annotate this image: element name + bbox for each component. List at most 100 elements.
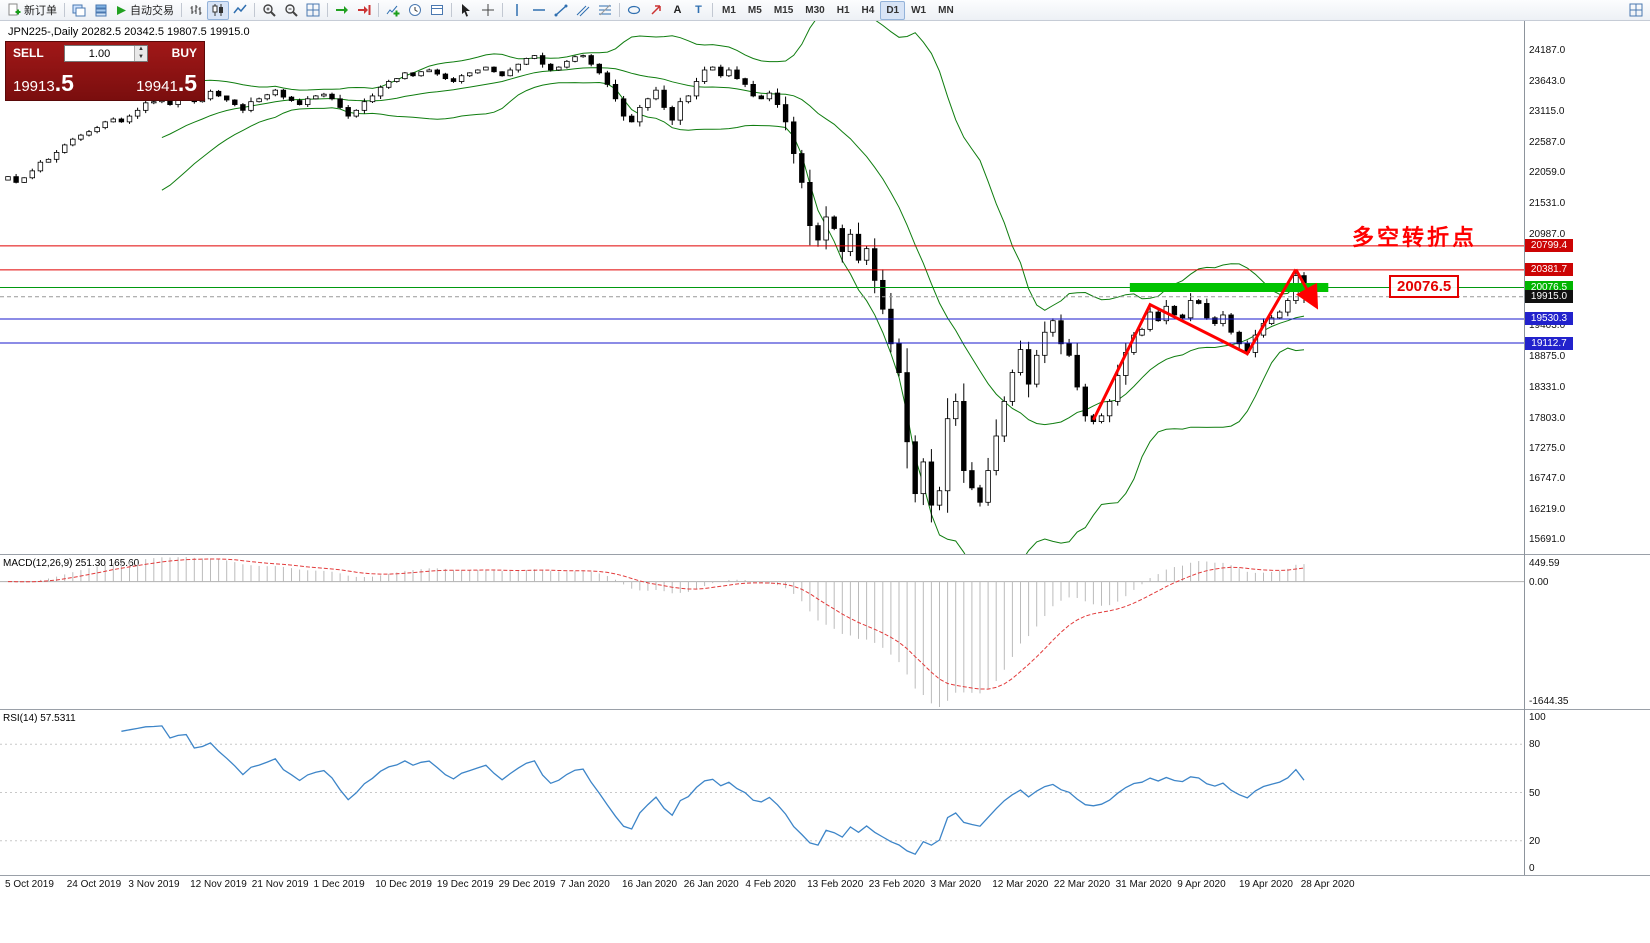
timeframe-m5[interactable]: M5 xyxy=(742,1,768,20)
auto-scroll-button[interactable] xyxy=(331,1,353,20)
date-label: 10 Dec 2019 xyxy=(375,879,432,890)
price-tick: 23115.0 xyxy=(1529,106,1565,118)
bar-chart-button[interactable] xyxy=(185,1,207,20)
pane-separator[interactable] xyxy=(0,709,1650,710)
crosshair-button[interactable] xyxy=(477,1,499,20)
price-badge-20381.7: 20381.7 xyxy=(1525,263,1573,277)
price-badge-19112.7: 19112.7 xyxy=(1525,336,1573,350)
macd-signal-line xyxy=(7,558,1305,690)
periods-button[interactable] xyxy=(404,1,426,20)
text-label-button[interactable]: T xyxy=(688,1,709,20)
rsi-axis-label: 80 xyxy=(1529,739,1541,751)
trend-icon xyxy=(554,3,568,17)
date-label: 9 Apr 2020 xyxy=(1177,879,1226,890)
toolbar-separator xyxy=(327,3,328,17)
volume-input[interactable]: 1.00 xyxy=(88,47,111,60)
macd-label: MACD(12,26,9) 251.30 165.60 xyxy=(3,558,140,569)
rsi-line xyxy=(121,725,1305,856)
toolbar-separator xyxy=(378,3,379,17)
timeframe-m1[interactable]: M1 xyxy=(716,1,742,20)
autoscroll-icon xyxy=(335,3,349,17)
trend-zigzag[interactable] xyxy=(1092,268,1298,421)
sell-button[interactable]: SELL 19913.5 xyxy=(6,42,105,102)
candlestick-chart-button[interactable] xyxy=(207,0,229,20)
macd-histogram xyxy=(15,557,1305,707)
toolbar-separator xyxy=(181,3,182,17)
text-button[interactable]: A xyxy=(667,1,688,20)
pane-separator xyxy=(0,875,1650,876)
volume-up-icon[interactable]: ▲ xyxy=(135,46,147,54)
one-click-trading-panel: SELL 19913.5 BUY 19941.5 1.00 ▲ ▼ xyxy=(5,41,205,101)
horizontal-line-button[interactable] xyxy=(528,1,550,20)
chart-shift-button[interactable] xyxy=(353,1,375,20)
new-order-button[interactable]: 新订单 xyxy=(3,1,61,20)
trend-arrow[interactable] xyxy=(1294,268,1319,310)
date-label: 28 Apr 2020 xyxy=(1300,879,1355,890)
buy-button-label: BUY xyxy=(171,46,197,60)
price-chart xyxy=(0,21,1524,554)
docking-button[interactable] xyxy=(1625,1,1647,20)
zoom-in-button[interactable] xyxy=(258,1,280,20)
macd-axis-label: -1644.35 xyxy=(1529,696,1569,707)
cursor-icon xyxy=(459,3,473,17)
turning-point-annotation[interactable]: 多空转折点 xyxy=(1352,225,1478,250)
date-label: 29 Dec 2019 xyxy=(498,879,556,890)
price-tick: 18331.0 xyxy=(1529,382,1566,394)
chart-area: JPN225-,Daily 20282.5 20342.5 19807.5 19… xyxy=(0,21,1650,943)
chart-ohlc-title: JPN225-,Daily 20282.5 20342.5 19807.5 19… xyxy=(8,26,250,38)
timeframe-w1[interactable]: W1 xyxy=(905,1,932,20)
key-level-zone[interactable] xyxy=(1129,282,1329,292)
channel-icon xyxy=(576,3,590,17)
fibonacci-button[interactable] xyxy=(594,1,616,20)
price-tick: 17803.0 xyxy=(1529,412,1566,424)
autotrading-button[interactable]: 自动交易 xyxy=(112,1,178,20)
vline-icon xyxy=(510,3,524,17)
toolbar: 新订单 自动交易 A T M1 M5 M15 M30 H1 H4 D1 W1 MN xyxy=(0,0,1650,21)
timeframe-m15[interactable]: M15 xyxy=(768,1,799,20)
price-badge-20799.4: 20799.4 xyxy=(1525,239,1573,253)
buy-button[interactable]: BUY 19941.5 xyxy=(105,42,204,102)
doc-plus-icon xyxy=(7,3,21,17)
shapes-button[interactable] xyxy=(623,1,645,20)
date-label: 1 Dec 2019 xyxy=(313,879,365,890)
zoom-out-icon xyxy=(284,3,298,17)
price-scale-divider xyxy=(1524,21,1525,875)
timeframe-m30[interactable]: M30 xyxy=(799,1,830,20)
timeframe-d1[interactable]: D1 xyxy=(880,0,906,20)
timeframe-h4[interactable]: H4 xyxy=(856,1,881,20)
vertical-line-button[interactable] xyxy=(506,1,528,20)
key-level-label[interactable]: 20076.5 xyxy=(1389,275,1460,298)
volume-control[interactable]: 1.00 ▲ ▼ xyxy=(64,45,148,62)
tile-icon xyxy=(1629,3,1643,17)
arrows-button[interactable] xyxy=(645,1,667,20)
price-tick: 22059.0 xyxy=(1529,167,1566,179)
tile-windows-button[interactable] xyxy=(302,1,324,20)
buy-price: 19941.5 xyxy=(136,70,197,96)
price-tick: 19403.0 xyxy=(1529,320,1566,332)
cursor-button[interactable] xyxy=(455,1,477,20)
templates-button[interactable] xyxy=(426,1,448,20)
price-tick: 21531.0 xyxy=(1529,197,1566,209)
toolbar-separator xyxy=(502,3,503,17)
date-label: 19 Apr 2020 xyxy=(1239,879,1293,890)
timeframe-h1[interactable]: H1 xyxy=(831,1,856,20)
trendline-button[interactable] xyxy=(550,1,572,20)
indicators-button[interactable] xyxy=(382,1,404,20)
profiles-button[interactable] xyxy=(90,1,112,20)
pane-separator[interactable] xyxy=(0,554,1650,555)
autotrading-button-label: 自动交易 xyxy=(130,5,174,17)
date-label: 24 Oct 2019 xyxy=(66,879,122,890)
new-order-button-label: 新订单 xyxy=(24,5,57,17)
timeframe-mn[interactable]: MN xyxy=(932,1,960,20)
sell-price: 19913.5 xyxy=(13,70,74,96)
volume-down-icon[interactable]: ▼ xyxy=(135,53,147,61)
date-label: 16 Jan 2020 xyxy=(622,879,678,890)
zoom-out-button[interactable] xyxy=(280,1,302,20)
fibo-icon xyxy=(598,3,612,17)
volume-spinner[interactable]: ▲ ▼ xyxy=(134,46,147,61)
channel-button[interactable] xyxy=(572,1,594,20)
rsi-axis-label: 0 xyxy=(1529,863,1535,874)
charts-window-button[interactable] xyxy=(68,1,90,20)
line-chart-button[interactable] xyxy=(229,1,251,20)
arrow-ne-icon xyxy=(649,3,663,17)
